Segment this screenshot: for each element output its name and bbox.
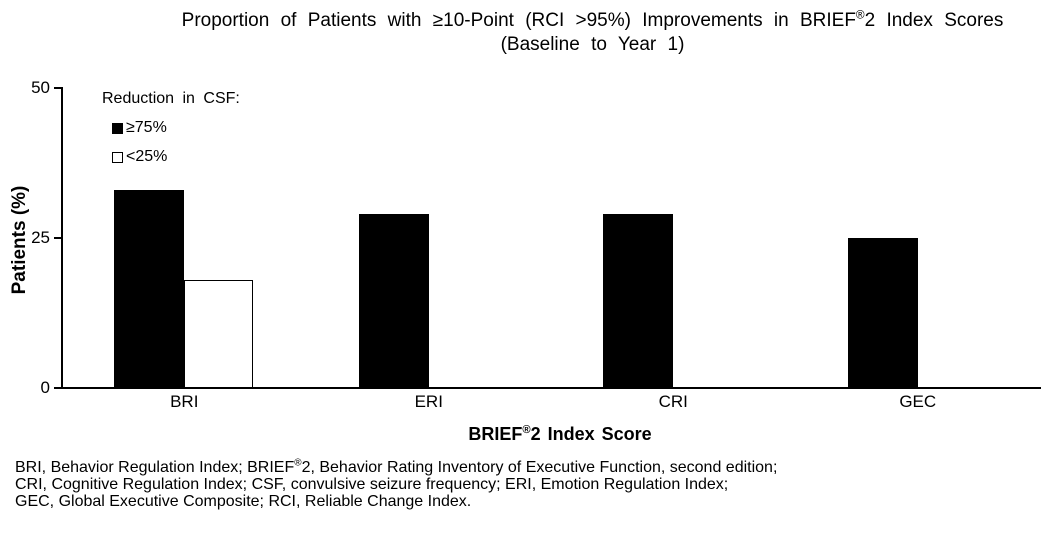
footnote-line2: CRI, Cognitive Regulation Index; CSF, co… (15, 476, 729, 493)
footnote: BRI, Behavior Regulation Index; BRIEF®2,… (15, 457, 778, 510)
x-tick-label-gec: GEC (899, 392, 937, 411)
bar-eri-csf-ge75 (358, 214, 429, 388)
bar-bri-csf-ge75 (114, 190, 185, 388)
y-tick-50 (54, 87, 62, 89)
registered-trademark-symbol: ® (522, 424, 531, 436)
legend-item-lt25: <25% (112, 148, 240, 166)
legend: Reduction in CSF: ≥75% <25% (102, 90, 240, 166)
chart-title-line1-text: Proportion of Patients with ≥10-Point (R… (181, 10, 856, 31)
chart-title: Proportion of Patients with ≥10-Point (R… (135, 9, 1050, 57)
y-tick-label-25: 25 (31, 228, 50, 247)
bar-gec-csf-ge75 (847, 238, 918, 388)
footnote-line1-tail: 2, Behavior Rating Inventory of Executiv… (301, 459, 778, 476)
x-axis-title-tail: 2 Index Score (530, 424, 652, 444)
x-tick-label-eri: ERI (414, 392, 443, 411)
legend-item-ge75-label: ≥75% (126, 119, 167, 136)
y-tick-label-50: 50 (31, 78, 50, 97)
chart-title-line1: Proportion of Patients with ≥10-Point (R… (135, 9, 1050, 33)
y-tick-25 (54, 237, 62, 239)
y-tick-0 (54, 387, 62, 389)
bar-cri-csf-ge75 (603, 214, 674, 388)
open-square-swatch-icon (112, 151, 123, 163)
x-tick-label-cri: CRI (658, 392, 688, 411)
x-axis-title: BRIEF®2 Index Score (360, 424, 760, 445)
legend-heading: Reduction in CSF: (102, 90, 240, 107)
legend-item-ge75: ≥75% (112, 119, 240, 137)
x-tick-label-bri: BRI (170, 392, 199, 411)
footnote-line1: BRI, Behavior Regulation Index; BRIEF®2,… (15, 457, 778, 476)
chart-title-line1-tail: 2 Index Scores (864, 10, 1004, 31)
footnote-line3: GEC, Global Executive Composite; RCI, Re… (15, 493, 472, 510)
y-axis-title: Patients (%) (9, 185, 30, 295)
x-axis-title-text: BRIEF (468, 424, 523, 444)
registered-trademark-symbol: ® (294, 457, 302, 469)
footnote-line1-text: BRI, Behavior Regulation Index; BRIEF (15, 459, 295, 476)
filled-square-swatch-icon (112, 122, 123, 134)
bar-bri-csf-lt25 (184, 280, 254, 388)
chart-title-line2: (Baseline to Year 1) (500, 34, 685, 55)
legend-item-lt25-label: <25% (126, 148, 168, 165)
y-tick-label-0: 0 (40, 378, 50, 397)
y-axis-line (61, 87, 63, 389)
x-axis-line (61, 387, 1041, 389)
registered-trademark-symbol: ® (855, 8, 865, 22)
